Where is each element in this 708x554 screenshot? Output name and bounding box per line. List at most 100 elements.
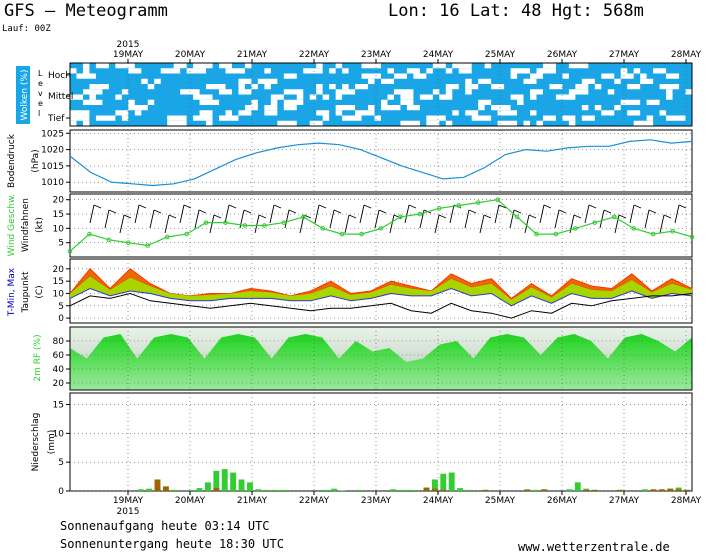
ytick-label-humidity-2: 60: [53, 351, 65, 361]
cloud-gap: [225, 68, 245, 74]
cloud-gap: [419, 94, 433, 100]
conv-bar-61: [583, 489, 590, 491]
cloud-gap: [510, 94, 524, 100]
cloud-gap: [329, 84, 336, 90]
sunrise-text: Sonnenaufgang heute 03:14 UTC: [60, 519, 270, 533]
cloud-gap: [316, 63, 323, 69]
wind-barb-flag: [288, 209, 297, 214]
cloud-gap: [594, 84, 602, 90]
cloud-gap: [620, 68, 628, 74]
day-label-top-2: 21MAY: [237, 50, 268, 60]
cloud-axis-letter-4: l: [38, 109, 40, 118]
cloud-gap: [193, 115, 213, 121]
cloud-gap: [478, 105, 485, 111]
cloud-gap: [530, 89, 543, 95]
wind-barb-flag: [588, 204, 597, 209]
tmax-band: [69, 268, 693, 301]
cloud-gap: [225, 110, 232, 116]
conv-bar-49: [482, 489, 489, 491]
site-link[interactable]: www.wetterzentrale.de: [518, 540, 670, 554]
day-label-bottom-9: 28MAY: [671, 496, 702, 506]
cloud-gap: [95, 115, 116, 121]
ytick-label-temperature-3: 15: [53, 277, 64, 287]
wind-barb-flag: [318, 204, 327, 209]
cloud-gap: [640, 78, 654, 84]
day-label-bottom-8: 27MAY: [609, 496, 640, 506]
cloud-gap: [296, 94, 304, 100]
rain-bar-9: [146, 488, 153, 491]
day-label-top-9: 28MAY: [671, 50, 702, 60]
cloud-gap: [238, 84, 245, 90]
ytick-label-wind-0: 5: [58, 239, 64, 249]
rain-bar-15: [196, 488, 203, 491]
rain-bar-60: [574, 482, 581, 491]
rh-ylabel: 2m RF (%): [33, 334, 43, 381]
cloud-ylabel: Wolken (%): [20, 70, 30, 121]
cloud-gap: [568, 63, 589, 69]
rain-bar-46: [457, 488, 464, 491]
ytick-label-temperature-4: 20: [53, 265, 65, 275]
cloud-gap: [76, 73, 96, 79]
wind-point-8: [223, 220, 228, 225]
ytick-label-pressure-1: 1015: [41, 162, 64, 172]
cloud-gap: [666, 89, 673, 95]
cloud-gap: [167, 115, 187, 121]
cloud-gap: [659, 110, 667, 116]
wind-barb: [254, 214, 260, 234]
wind-barb: [284, 209, 290, 229]
cloud-gap: [115, 63, 135, 69]
cloud-gap: [549, 84, 563, 90]
cloud-gap: [594, 105, 602, 111]
cloud-level-high: Hoch: [48, 71, 71, 81]
cloud-gap: [322, 94, 330, 100]
wind-point-2: [106, 237, 112, 243]
wind-point-15: [359, 231, 364, 237]
wind-barb-flag: [618, 214, 627, 219]
day-label-top-1: 20MAY: [175, 50, 206, 60]
cloud-gap: [335, 63, 343, 69]
cloud-gap: [510, 68, 531, 74]
wind-point-13: [320, 226, 325, 231]
temp-ylabel: T-Min, Max: [7, 267, 17, 317]
cloud-label-box: [16, 66, 30, 124]
rain-bar-43: [431, 479, 438, 491]
wind-barb: [194, 209, 200, 229]
day-label-top-6: 25MAY: [485, 50, 516, 60]
wind-barb-flag: [678, 204, 687, 209]
cloud-gap: [439, 94, 453, 100]
cloud-gap: [206, 120, 213, 126]
rain-bar-68: [642, 489, 648, 491]
ytick-label-precipitation-3: 15: [53, 401, 64, 411]
conv-bar-72: [675, 489, 682, 491]
wind-barb: [269, 204, 275, 224]
wind-point-10: [262, 223, 267, 228]
rain-bar-40: [406, 489, 413, 491]
wind-barb: [314, 204, 320, 224]
wind-barb: [209, 214, 215, 234]
cloud-gap: [471, 115, 492, 121]
wind-barb-flag: [633, 204, 642, 209]
cloud-gap: [393, 89, 414, 95]
day-label-bottom-7: 26MAY: [547, 496, 578, 506]
cloud-gap: [581, 115, 595, 121]
cloud-gap: [452, 110, 459, 116]
run-label: Lauf: 00Z: [2, 24, 51, 34]
cloud-gap: [316, 89, 323, 95]
wind-barb-flag: [378, 209, 387, 214]
wind-point-6: [184, 231, 189, 237]
ytick-label-temperature-1: 5: [58, 302, 64, 312]
cloud-gap: [517, 99, 524, 105]
cloud-level-mid: Mittel: [48, 92, 73, 102]
cloud-gap: [82, 120, 90, 126]
wind-point-9: [242, 223, 248, 228]
year-label-bottom: 2015: [117, 507, 140, 517]
cloud-gap: [238, 110, 252, 116]
wind-barb: [134, 204, 140, 224]
cloud-gap: [167, 120, 187, 126]
cloud-gap: [160, 68, 181, 74]
day-label-bottom-2: 21MAY: [237, 496, 268, 506]
rain-bar-30: [322, 489, 329, 491]
cloud-gap: [465, 89, 472, 95]
cloud-gap: [134, 110, 142, 116]
